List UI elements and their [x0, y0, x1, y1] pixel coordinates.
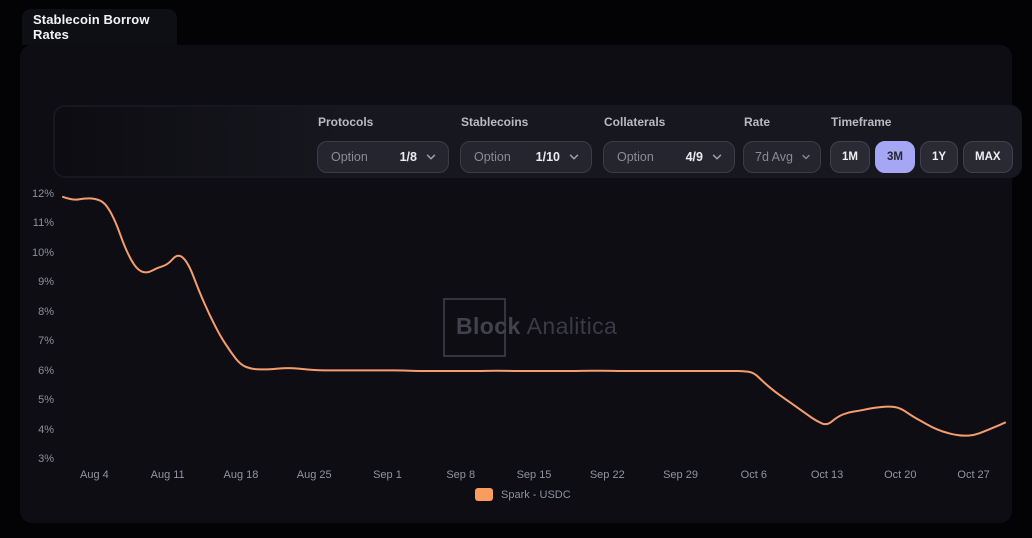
- rate-selected-value: 7d Avg: [755, 150, 794, 164]
- protocols-dropdown[interactable]: Option 1/8: [317, 141, 449, 173]
- stablecoins-count: 1/10: [535, 150, 560, 164]
- x-tick-label: Sep 15: [516, 469, 552, 481]
- timeframe-button-group: 1M 3M 1Y MAX: [830, 141, 1013, 173]
- timeframe-button-1m[interactable]: 1M: [830, 141, 870, 173]
- y-tick-label: 9%: [38, 276, 54, 288]
- y-tick-label: 4%: [38, 423, 54, 436]
- rate-label: Rate: [744, 115, 771, 129]
- legend-label: Spark - USDC: [501, 488, 571, 501]
- rate-dropdown[interactable]: 7d Avg: [743, 141, 821, 173]
- x-tick-label: Oct 13: [810, 469, 844, 481]
- x-tick-label: Sep 8: [446, 469, 476, 481]
- x-tick-label: Oct 6: [740, 469, 767, 481]
- chevron-down-icon: [800, 151, 812, 163]
- y-tick-label: 11%: [32, 217, 54, 229]
- y-tick-label: 10%: [31, 246, 54, 259]
- x-tick-label: Oct 20: [884, 469, 917, 481]
- collaterals-label: Collaterals: [604, 115, 666, 129]
- y-tick-label: 12%: [31, 187, 54, 200]
- chevron-down-icon: [710, 150, 724, 164]
- x-tick-label: Sep 22: [589, 469, 625, 481]
- collaterals-dropdown[interactable]: Option 4/9: [603, 141, 735, 173]
- x-tick-label: Sep 29: [663, 469, 698, 481]
- timeframe-button-1y[interactable]: 1Y: [919, 141, 959, 173]
- x-tick-label: Aug 11: [150, 469, 185, 481]
- x-tick-label: Sep 1: [373, 469, 402, 481]
- timeframe-button-max[interactable]: MAX: [963, 141, 1013, 173]
- collaterals-count: 4/9: [685, 150, 703, 164]
- timeframe-label: Timeframe: [831, 115, 892, 129]
- filter-group-stablecoins: Stablecoins Option 1/10: [460, 105, 592, 178]
- protocols-selected-value: Option: [331, 150, 368, 164]
- filter-group-collaterals: Collaterals Option 4/9: [603, 105, 735, 178]
- y-tick-label: 8%: [38, 305, 54, 318]
- spark-usdc-line: [62, 195, 1006, 437]
- chevron-down-icon: [567, 150, 581, 164]
- x-tick-label: Oct 27: [957, 469, 990, 481]
- y-tick-label: 6%: [38, 364, 54, 377]
- chevron-down-icon: [424, 150, 438, 164]
- stablecoins-label: Stablecoins: [461, 115, 529, 129]
- protocols-label: Protocols: [318, 115, 374, 129]
- collaterals-selected-value: Option: [617, 150, 654, 164]
- y-tick-label: 3%: [38, 453, 54, 465]
- tab-stablecoin-borrow-rates[interactable]: Stablecoin Borrow Rates: [22, 9, 177, 45]
- timeframe-button-3m[interactable]: 3M: [874, 141, 915, 173]
- x-tick-label: Aug 25: [296, 469, 332, 481]
- y-tick-label: 5%: [38, 394, 54, 406]
- stablecoins-selected-value: Option: [474, 150, 511, 164]
- filter-group-protocols: Protocols Option 1/8: [317, 105, 449, 178]
- tab-title: Stablecoin Borrow Rates: [33, 12, 150, 42]
- x-tick-label: Aug 4: [80, 469, 109, 481]
- stablecoins-dropdown[interactable]: Option 1/10: [460, 141, 592, 173]
- filter-group-rate: Rate 7d Avg: [743, 105, 821, 178]
- y-tick-label: 7%: [38, 335, 54, 347]
- x-tick-label: Aug 18: [223, 469, 259, 481]
- protocols-count: 1/8: [399, 150, 417, 164]
- legend-item-spark-usdc[interactable]: Spark - USDC: [475, 488, 571, 501]
- legend-color-swatch: [475, 488, 493, 501]
